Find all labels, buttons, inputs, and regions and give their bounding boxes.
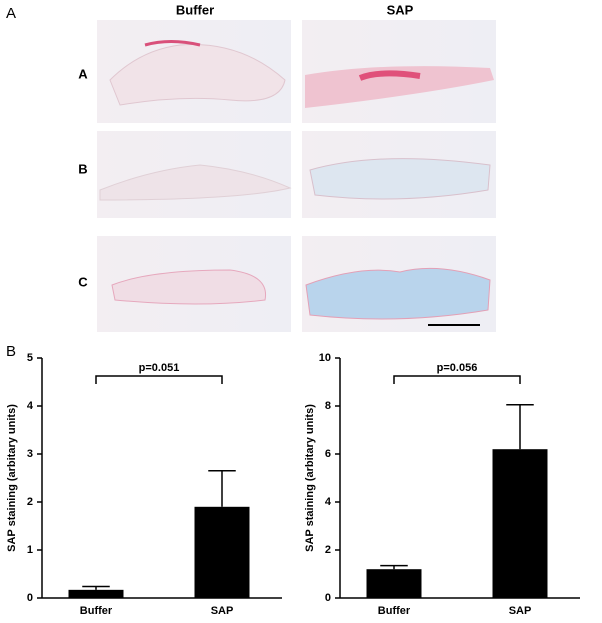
row-label: A [78,66,88,81]
x-tick-label: SAP [211,605,234,617]
y-tick-label: 2 [325,544,331,556]
x-tick-label: SAP [509,605,532,617]
x-tick-label: Buffer [80,605,113,617]
stain [358,70,421,81]
significance-bracket [95,375,223,384]
y-axis-label: SAP staining (arbitary units) [304,404,316,552]
bar [492,449,548,598]
y-tick-label: 6 [325,448,331,460]
y-tick-label: 1 [27,544,33,556]
y-tick-label: 5 [27,352,33,364]
row-label: C [78,274,88,289]
panel-label: A [6,5,16,22]
tissue [111,269,267,305]
annotation: p=0.056 [437,362,478,374]
micrographs [97,20,496,332]
y-tick-label: 4 [27,400,34,412]
annotation: p=0.051 [139,362,180,374]
tissue [305,267,491,320]
bar [194,506,250,598]
y-tick-label: 10 [319,352,331,364]
tissue [309,158,491,200]
y-tick-label: 0 [27,592,33,604]
bar [366,569,422,598]
column-header: Buffer [176,2,214,17]
panel-label: B [6,343,16,360]
bar [68,589,124,598]
y-tick-label: 2 [27,496,33,508]
row-label: B [78,161,87,176]
x-tick-label: Buffer [378,605,411,617]
tissue [109,43,286,106]
tissue [99,164,292,201]
significance-bracket [393,375,521,384]
y-tick-label: 3 [27,448,33,460]
y-tick-label: 4 [325,496,332,508]
y-axis-label: SAP staining (arbitary units) [6,404,18,552]
y-tick-label: 8 [325,400,331,412]
column-header: SAP [387,2,414,17]
stain [144,40,201,47]
tissue [305,66,494,108]
y-tick-label: 0 [325,592,331,604]
